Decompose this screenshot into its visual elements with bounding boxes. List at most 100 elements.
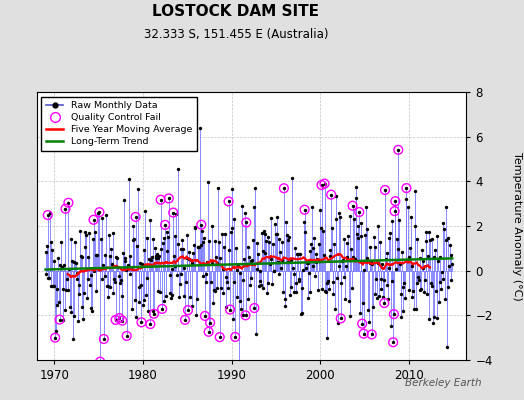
Point (385, 265, 393, 271)
Point (216, 255, 225, 261)
Point (92, 288, 101, 294)
Point (163, 248, 171, 255)
Point (242, 312, 250, 318)
Point (61, 206, 70, 212)
Point (241, 209, 249, 216)
Point (52, 286, 61, 292)
Point (164, 234, 172, 240)
Legend: Raw Monthly Data, Quality Control Fail, Five Year Moving Average, Long-Term Tren: Raw Monthly Data, Quality Control Fail, … (41, 97, 197, 151)
Point (180, 293, 189, 299)
Point (235, 377, 243, 383)
Point (365, 260, 374, 266)
Point (189, 250, 198, 256)
Point (348, 202, 357, 209)
Point (387, 323, 395, 330)
Point (268, 281, 276, 288)
Point (293, 251, 301, 257)
Point (377, 286, 386, 292)
Point (67, 309, 75, 316)
Point (201, 313, 209, 319)
Point (132, 214, 140, 220)
Point (383, 249, 391, 256)
Point (436, 254, 444, 260)
Point (289, 289, 298, 296)
Point (223, 278, 231, 285)
Point (70, 258, 79, 265)
Point (229, 316, 237, 322)
Point (341, 296, 350, 303)
Point (49, 283, 57, 289)
Point (327, 192, 335, 198)
Point (214, 185, 222, 191)
Point (376, 276, 385, 282)
Point (197, 222, 205, 228)
Point (329, 290, 337, 297)
Point (366, 244, 375, 250)
Point (278, 256, 286, 263)
Point (226, 228, 235, 235)
Point (87, 305, 95, 311)
Point (336, 214, 344, 220)
Point (117, 276, 125, 283)
Y-axis label: Temperature Anomaly (°C): Temperature Anomaly (°C) (512, 152, 522, 300)
Point (290, 271, 299, 278)
Point (371, 291, 379, 297)
Point (319, 228, 327, 234)
Point (232, 245, 240, 252)
Point (334, 210, 343, 216)
Point (64, 200, 73, 206)
Point (148, 236, 157, 242)
Point (255, 283, 263, 289)
Point (43, 212, 52, 218)
Point (95, 209, 104, 215)
Point (79, 316, 88, 322)
Point (89, 236, 97, 242)
Point (447, 252, 456, 258)
Point (444, 235, 453, 241)
Point (71, 239, 79, 246)
Point (173, 166, 182, 172)
Point (359, 330, 368, 337)
Point (275, 236, 283, 242)
Point (362, 204, 370, 210)
Point (403, 204, 412, 210)
Point (430, 314, 438, 320)
Point (99, 262, 107, 268)
Point (238, 312, 247, 318)
Point (52, 328, 60, 334)
Point (300, 219, 308, 226)
Point (391, 198, 399, 204)
Point (228, 224, 236, 231)
Point (243, 260, 251, 267)
Point (179, 265, 188, 272)
Point (65, 266, 73, 272)
Point (86, 272, 95, 278)
Point (282, 232, 291, 238)
Point (196, 242, 205, 248)
Point (169, 209, 178, 216)
Point (375, 292, 384, 299)
Point (416, 254, 424, 261)
Point (448, 261, 456, 267)
Point (233, 267, 241, 273)
Point (266, 261, 274, 267)
Point (78, 254, 86, 260)
Point (112, 254, 121, 260)
Text: Berkeley Earth: Berkeley Earth (406, 378, 482, 388)
Point (233, 294, 242, 301)
Point (195, 244, 203, 250)
Point (146, 321, 155, 327)
Point (354, 223, 362, 230)
Point (144, 308, 152, 314)
Point (184, 307, 192, 313)
Point (68, 258, 77, 264)
Point (302, 260, 311, 266)
Point (159, 240, 167, 246)
Point (367, 258, 375, 265)
Point (242, 219, 250, 226)
Point (143, 234, 151, 241)
Point (351, 256, 359, 262)
Point (439, 220, 447, 226)
Point (103, 294, 112, 300)
Point (193, 296, 201, 302)
